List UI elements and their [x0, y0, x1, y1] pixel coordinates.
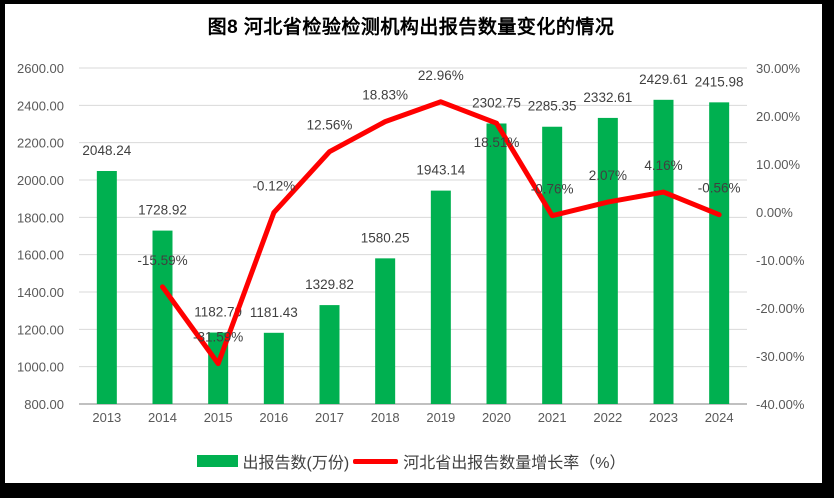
line-value-label-2023: 4.16%	[644, 158, 682, 173]
line-value-label-2016: -0.12%	[252, 179, 295, 194]
x-axis-tick-label: 2023	[649, 410, 678, 425]
left-axis-tick-label: 1400.00	[17, 285, 64, 300]
right-axis-tick-label: 0.00%	[756, 205, 793, 220]
chart-legend: 出报告数(万份) 河北省出报告数量增长率（%）	[0, 448, 822, 474]
bar-value-label-2023: 2429.61	[639, 72, 688, 87]
bar-2021[interactable]	[542, 126, 563, 404]
legend-bar-swatch-icon	[196, 455, 238, 467]
left-axis-tick-label: 2600.00	[17, 61, 64, 76]
x-axis-tick-label: 2020	[482, 410, 511, 425]
right-axis-tick-label: -30.00%	[756, 349, 805, 364]
x-axis-tick-label: 2019	[426, 410, 455, 425]
bar-value-label-2021: 2285.35	[528, 99, 577, 114]
line-value-label-2019: 22.96%	[418, 68, 464, 83]
bar-value-label-2015: 1182.79	[194, 305, 242, 320]
line-value-label-2024: -0.56%	[698, 181, 741, 196]
x-axis-tick-label: 2018	[371, 410, 400, 425]
bar-2016[interactable]	[263, 332, 284, 404]
chart-title: 图8 河北省检验检测机构出报告数量变化的情况	[207, 17, 615, 38]
x-axis-tick-label: 2024	[705, 410, 734, 425]
line-value-label-2020: 18.51%	[474, 135, 520, 150]
bar-value-label-2017: 1329.82	[305, 277, 354, 292]
bar-value-label-2014: 1728.92	[138, 203, 187, 218]
left-axis-tick-label: 1000.00	[17, 360, 64, 375]
left-axis-tick-label: 2200.00	[17, 136, 64, 151]
left-axis-tick-label: 800.00	[24, 397, 64, 412]
x-axis-tick-label: 2013	[92, 410, 121, 425]
right-axis-tick-label: -40.00%	[756, 397, 805, 412]
bar-value-label-2018: 1580.25	[361, 230, 410, 245]
x-axis-tick-label: 2016	[259, 410, 288, 425]
x-axis-tick-label: 2017	[315, 410, 344, 425]
right-axis-tick-label: -20.00%	[756, 301, 805, 316]
right-axis-tick-label: 20.00%	[756, 109, 801, 124]
x-axis-tick-label: 2015	[204, 410, 233, 425]
bar-value-label-2022: 2332.61	[583, 90, 632, 105]
line-value-label-2014: -15.59%	[137, 253, 187, 268]
bar-2024[interactable]	[709, 102, 730, 404]
legend-item-line[interactable]: 河北省出报告数量增长率（%）	[353, 449, 625, 473]
bar-2023[interactable]	[653, 99, 674, 404]
x-axis-tick-label: 2021	[538, 410, 567, 425]
line-value-label-2015: -31.59%	[193, 330, 243, 345]
left-axis-tick-label: 2000.00	[17, 173, 64, 188]
left-axis-tick-label: 1600.00	[17, 248, 64, 263]
growth-rate-line[interactable]	[160, 99, 722, 367]
right-axis-tick-label: -10.00%	[756, 253, 805, 268]
bar-value-label-2013: 2048.24	[82, 143, 131, 158]
left-axis-tick-label: 2400.00	[17, 98, 64, 113]
bar-value-label-2016: 1181.43	[250, 305, 298, 320]
left-axis-tick-label: 1800.00	[17, 210, 64, 225]
line-value-label-2017: 12.56%	[307, 118, 353, 133]
line-value-label-2018: 18.83%	[362, 88, 408, 103]
legend-item-bars[interactable]: 出报告数(万份)	[196, 449, 350, 473]
line-value-label-2021: -0.76%	[531, 182, 574, 197]
bar-2019[interactable]	[430, 190, 451, 404]
bar-2020[interactable]	[486, 123, 507, 404]
bar-value-label-2024: 2415.98	[695, 74, 744, 89]
right-axis-tick-label: 30.00%	[756, 61, 801, 76]
left-axis-tick-label: 1200.00	[17, 322, 64, 337]
bar-2018[interactable]	[375, 258, 396, 404]
legend-line-label: 河北省出报告数量增长率（%）	[403, 455, 626, 472]
right-axis-tick-label: 10.00%	[756, 157, 801, 172]
bar-2013[interactable]	[96, 170, 117, 404]
bar-value-label-2020: 2302.75	[472, 95, 521, 110]
bar-2014[interactable]	[152, 230, 173, 404]
x-axis-tick-label: 2022	[593, 410, 622, 425]
legend-line-swatch-icon	[353, 458, 399, 464]
bar-2022[interactable]	[597, 117, 618, 404]
bar-value-label-2019: 1943.14	[416, 163, 465, 178]
legend-bar-label: 出报告数(万份)	[242, 455, 350, 472]
line-value-label-2022: 2.07%	[589, 168, 627, 183]
bar-2017[interactable]	[319, 305, 340, 404]
x-axis-tick-label: 2014	[148, 410, 177, 425]
